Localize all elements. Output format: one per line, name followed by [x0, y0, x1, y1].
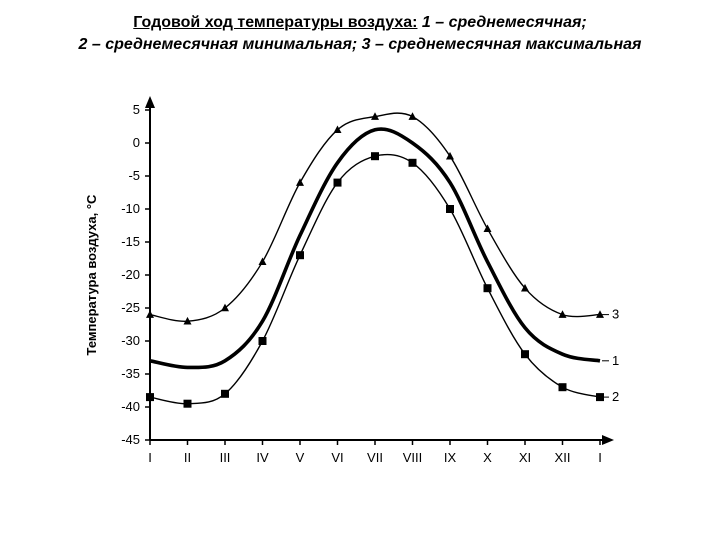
marker-square	[409, 159, 417, 167]
title-main-underlined: Годовой ход температуры воздуха:	[133, 14, 417, 31]
marker-square	[559, 383, 567, 391]
svg-text:II: II	[184, 450, 191, 465]
svg-text:-25: -25	[121, 300, 140, 315]
marker-triangle	[334, 126, 342, 134]
svg-text:V: V	[296, 450, 305, 465]
marker-square	[446, 205, 454, 213]
marker-square	[259, 337, 267, 345]
svg-text:-45: -45	[121, 432, 140, 447]
svg-text:IX: IX	[444, 450, 457, 465]
marker-square	[184, 400, 192, 408]
marker-square	[296, 251, 304, 259]
svg-text:VII: VII	[367, 450, 383, 465]
title-rest: 1 – среднемесячная;	[417, 14, 586, 31]
svg-text:-35: -35	[121, 366, 140, 381]
svg-text:-20: -20	[121, 267, 140, 282]
svg-text:-10: -10	[121, 201, 140, 216]
marker-square	[221, 390, 229, 398]
series-end-label-max: 3	[612, 307, 619, 322]
svg-text:VIII: VIII	[403, 450, 423, 465]
marker-square	[146, 393, 154, 401]
series-end-label-min: 2	[612, 389, 619, 404]
svg-text:XII: XII	[555, 450, 571, 465]
svg-text:-30: -30	[121, 333, 140, 348]
svg-text:I: I	[598, 450, 602, 465]
marker-triangle	[596, 310, 604, 318]
series-mean	[150, 129, 600, 367]
svg-text:XI: XI	[519, 450, 531, 465]
svg-text:VI: VI	[331, 450, 343, 465]
svg-text:0: 0	[133, 135, 140, 150]
marker-triangle	[484, 225, 492, 233]
chart-title-block: Годовой ход температуры воздуха: 1 – сре…	[0, 0, 720, 55]
marker-triangle	[296, 178, 304, 186]
temperature-chart: 50-5-10-15-20-25-30-35-40-45IIIIIIIVVVIV…	[80, 95, 640, 485]
marker-square	[334, 179, 342, 187]
svg-text:Температура воздуха, °С: Температура воздуха, °С	[84, 194, 99, 355]
svg-text:-40: -40	[121, 399, 140, 414]
series-min	[150, 155, 600, 404]
svg-text:-15: -15	[121, 234, 140, 249]
marker-triangle	[146, 310, 154, 318]
marker-triangle	[259, 258, 267, 266]
svg-text:III: III	[220, 450, 231, 465]
series-max	[150, 113, 600, 321]
svg-text:5: 5	[133, 102, 140, 117]
title-line2: 2 – среднемесячная минимальная; 3 – сред…	[79, 36, 642, 53]
series-end-label-mean: 1	[612, 353, 619, 368]
marker-square	[521, 350, 529, 358]
marker-square	[484, 284, 492, 292]
svg-text:I: I	[148, 450, 152, 465]
marker-square	[371, 152, 379, 160]
svg-text:-5: -5	[128, 168, 140, 183]
svg-text:X: X	[483, 450, 492, 465]
svg-text:IV: IV	[256, 450, 269, 465]
